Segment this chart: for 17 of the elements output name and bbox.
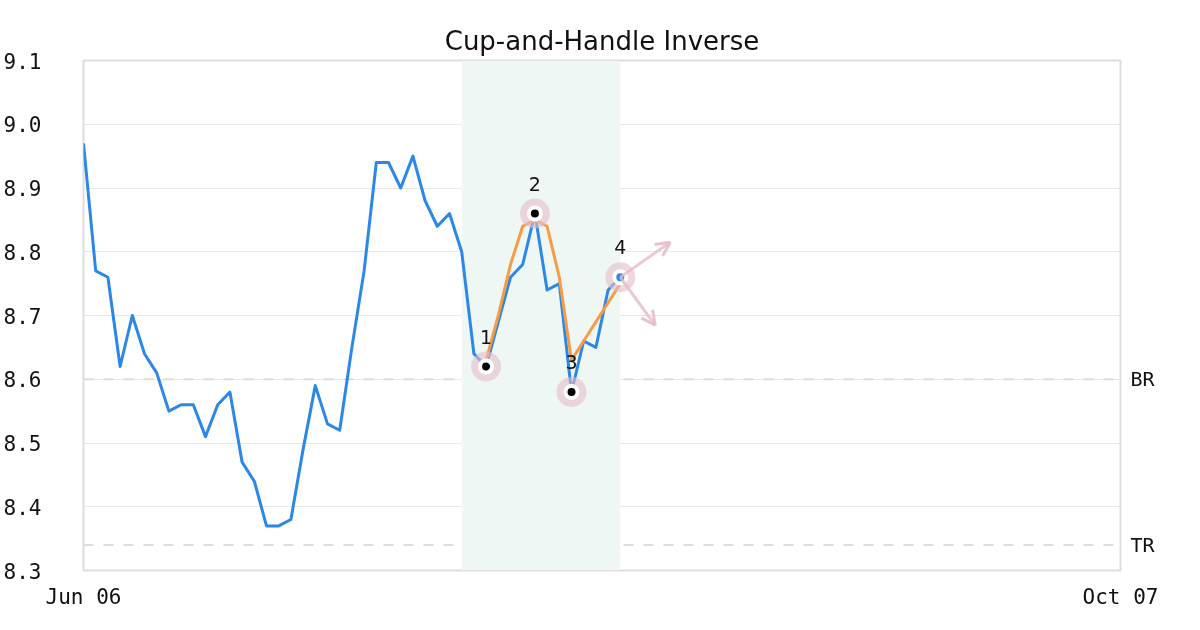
chart-title: Cup-and-Handle Inverse <box>444 25 760 56</box>
x-tick-label: Oct 07 <box>1082 584 1159 609</box>
x-tick-label: Jun 06 <box>45 584 122 609</box>
y-tick-label: 8.5 <box>3 432 42 456</box>
y-tick-label: 8.6 <box>3 368 42 393</box>
annotation: 2 <box>528 172 541 195</box>
annotation: 4 <box>614 236 627 259</box>
y-tick-label: 8.3 <box>3 559 42 584</box>
y-tick-label: 9.1 <box>3 49 42 74</box>
y-tick-label: 8.9 <box>3 177 42 201</box>
annotation: 1 <box>480 325 493 348</box>
y-tick-label: 8.4 <box>3 495 42 520</box>
ref-line-label: BR <box>1130 367 1156 392</box>
y-tick-label: 8.7 <box>3 304 42 329</box>
y-tick-label: 8.8 <box>3 240 42 265</box>
ref-line-label: TR <box>1130 533 1156 557</box>
y-tick-label: 9.0 <box>3 113 42 138</box>
